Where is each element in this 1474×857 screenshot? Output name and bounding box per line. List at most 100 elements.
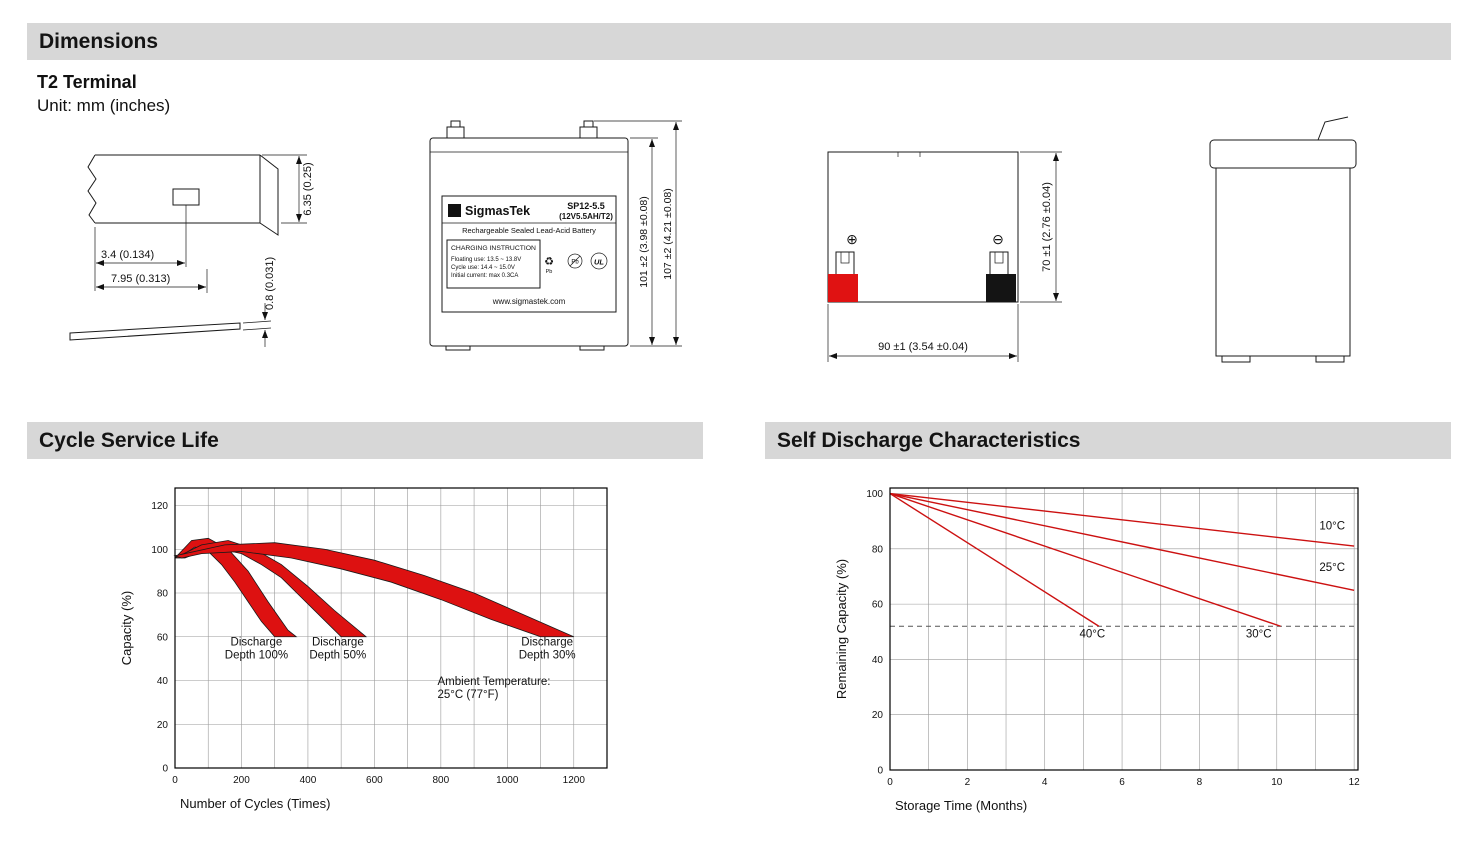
self-discharge-title: Self Discharge Characteristics <box>777 428 1081 452</box>
battery-case-outline <box>429 137 629 347</box>
dim-total-height: 107 ±2 (4.21 ±0.08) <box>662 188 674 280</box>
section-header-dimensions: Dimensions <box>27 23 1451 60</box>
y-tick-label: 60 <box>872 600 884 611</box>
x-axis-label: Storage Time (Months) <box>895 798 1027 813</box>
series-label: 25°C <box>1319 562 1345 574</box>
positive-terminal-symbol: ⊕ <box>846 231 858 247</box>
brand-logo-glyph: Σ <box>451 207 457 218</box>
y-tick-label: 20 <box>157 720 169 731</box>
series-line <box>889 492 1355 547</box>
dim-depth: 70 ±1 (2.76 ±0.04) <box>1041 182 1053 272</box>
chart-annotation: 25°C (77°F) <box>438 689 499 701</box>
self-discharge-chart: 10°C 25°C 30°C 40°C 0 2 4 6 8 10 12 0 20 40 60 80 100 Sto… <box>834 487 1361 813</box>
y-tick-label: 40 <box>872 655 884 666</box>
top-view-outline <box>827 151 1019 303</box>
side-foot-right <box>1315 355 1345 363</box>
section-header-self-discharge: Self Discharge Characteristics <box>765 422 1451 459</box>
terminal-chamfer <box>259 154 279 236</box>
terminal-tab-left <box>835 251 855 277</box>
crossed-pb-icon <box>567 253 583 269</box>
battery-foot-left <box>445 345 471 351</box>
side-lid-outline <box>1209 139 1357 169</box>
dim-length: 90 ±1 (3.54 ±0.04) <box>878 341 968 353</box>
x-tick-label: 800 <box>433 775 450 786</box>
x-tick-label: 400 <box>300 775 317 786</box>
y-tick-label: 120 <box>151 501 168 512</box>
chart-annotation: Depth 50% <box>309 650 366 662</box>
model-number: SP12-5.5 <box>567 201 605 211</box>
dim-tab-width: 7.95 (0.313) <box>111 273 170 285</box>
series-label: 30°C <box>1246 628 1272 640</box>
charging-line-3: Initial current: max 0.3CA <box>451 273 518 279</box>
y-axis-label: Remaining Capacity (%) <box>834 559 849 699</box>
chart-annotation: Depth 100% <box>225 650 288 662</box>
recycle-pb-icon: ♻ <box>544 256 554 268</box>
ul-mark-icon <box>590 252 608 270</box>
series-line <box>889 492 1100 627</box>
x-tick-label: 1000 <box>496 775 519 786</box>
terminal-plate <box>69 322 241 341</box>
side-terminal-tab <box>1317 116 1349 141</box>
x-tick-label: 600 <box>366 775 383 786</box>
chart-annotation: Ambient Temperature: <box>438 676 551 688</box>
terminal-hole <box>172 188 200 206</box>
charging-title: CHARGING INSTRUCTION <box>451 245 536 252</box>
x-tick-label: 1200 <box>563 775 586 786</box>
terminal-tab-right <box>989 251 1009 277</box>
battery-label <box>441 195 617 313</box>
crossed-pb-label: Pb <box>571 260 579 266</box>
dim-hole-offset: 3.4 (0.134) <box>101 249 154 261</box>
brand-logo-icon <box>448 204 461 217</box>
series-label: 10°C <box>1319 520 1345 532</box>
negative-terminal-symbol: ⊖ <box>992 231 1004 247</box>
series-line <box>889 492 1355 591</box>
x-tick-label: 6 <box>1119 777 1125 788</box>
x-tick-label: 200 <box>233 775 250 786</box>
x-axis-label: Number of Cycles (Times) <box>180 796 330 811</box>
chart-annotation: Discharge <box>521 637 573 649</box>
y-tick-label: 80 <box>157 589 169 600</box>
brand-name: SigmasTek <box>465 204 530 218</box>
negative-terminal-cover <box>986 274 1016 302</box>
y-tick-label: 80 <box>872 544 884 555</box>
y-tick-label: 100 <box>151 545 168 556</box>
discharge-band <box>173 542 574 638</box>
y-axis-label: Capacity (%) <box>119 591 134 665</box>
ul-mark-label: UL <box>594 258 604 267</box>
positive-terminal-cover <box>828 274 858 302</box>
x-tick-label: 4 <box>1042 777 1048 788</box>
side-foot-left <box>1221 355 1251 363</box>
y-tick-label: 0 <box>162 764 168 775</box>
battery-front-view-drawing: Σ SigmasTek SP12-5.5 (12V5.5AH/T2) Recha… <box>429 120 682 351</box>
terminal-post-left <box>450 120 461 128</box>
x-tick-label: 0 <box>172 775 178 786</box>
x-tick-label: 12 <box>1349 777 1361 788</box>
y-tick-label: 60 <box>157 632 169 643</box>
dim-plate-thickness: 0.8 (0.031) <box>264 257 276 310</box>
battery-top-view-drawing: ⊕ ⊖ 90 ±1 (3.54 ±0.04) 70 ±1 (2.76 ±0.04… <box>827 151 1062 362</box>
dim-terminal-thickness: 6.35 (0.25) <box>302 162 314 215</box>
terminal-break-line <box>87 154 97 224</box>
model-spec: (12V5.5AH/T2) <box>559 212 613 221</box>
dim-case-height: 101 ±2 (3.98 ±0.08) <box>638 196 650 288</box>
battery-side-view-drawing <box>1209 116 1357 363</box>
charging-line-2: Cycle use: 14.4 ~ 15.0V <box>451 265 515 271</box>
x-tick-label: 8 <box>1197 777 1203 788</box>
series-line <box>889 492 1281 627</box>
x-tick-label: 10 <box>1271 777 1283 788</box>
charging-instruction-box <box>446 239 541 289</box>
y-tick-label: 40 <box>157 676 169 687</box>
x-tick-label: 0 <box>887 777 893 788</box>
y-tick-label: 0 <box>877 766 883 777</box>
terminal-post-right <box>583 120 594 128</box>
cycle-service-life-chart: 0 200 400 600 800 1000 1200 0 20 40 60 80 100 120 Numb… <box>119 487 608 811</box>
y-tick-label: 100 <box>866 489 883 500</box>
dimensions-title: Dimensions <box>39 29 159 53</box>
charging-line-1: Floating use: 13.5 ~ 13.8V <box>451 257 521 263</box>
cycle-service-life-title: Cycle Service Life <box>39 428 219 452</box>
recycle-pb-label: Pb <box>546 269 553 275</box>
x-tick-label: 2 <box>965 777 971 788</box>
chart-annotation: Discharge <box>312 637 364 649</box>
y-tick-label: 20 <box>872 710 884 721</box>
side-body-outline <box>1215 167 1351 357</box>
